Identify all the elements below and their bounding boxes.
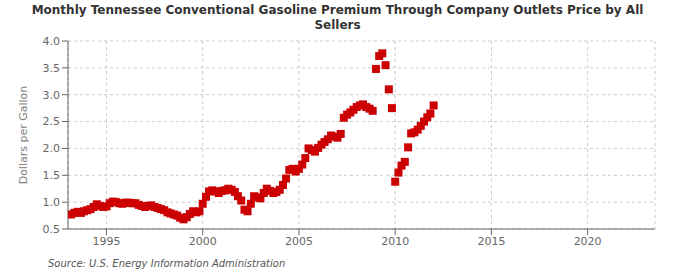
svg-text:3.5: 3.5 (43, 62, 61, 75)
svg-text:4.0: 4.0 (43, 35, 61, 48)
svg-text:1.5: 1.5 (43, 169, 61, 182)
svg-text:Dollars per Gallon: Dollars per Gallon (17, 86, 30, 185)
svg-text:2020: 2020 (574, 235, 602, 248)
svg-text:2005: 2005 (285, 235, 313, 248)
svg-text:2.0: 2.0 (43, 142, 61, 155)
svg-text:0.5: 0.5 (43, 223, 61, 236)
svg-text:2000: 2000 (189, 235, 217, 248)
svg-text:2015: 2015 (477, 235, 505, 248)
svg-text:1.0: 1.0 (43, 196, 61, 209)
svg-text:3.0: 3.0 (43, 89, 61, 102)
svg-text:2.5: 2.5 (43, 115, 61, 128)
html-text:Monthly Tennessee Conventional: Monthly Tennessee Conventional Gasoline … (31, 3, 644, 17)
html-text:Sellers: Sellers (314, 18, 361, 32)
svg-text:2010: 2010 (381, 235, 409, 248)
svg-text:1995: 1995 (92, 235, 120, 248)
html-text:Source: U.S. Energy Informatio: Source: U.S. Energy Information Administ… (48, 258, 286, 269)
